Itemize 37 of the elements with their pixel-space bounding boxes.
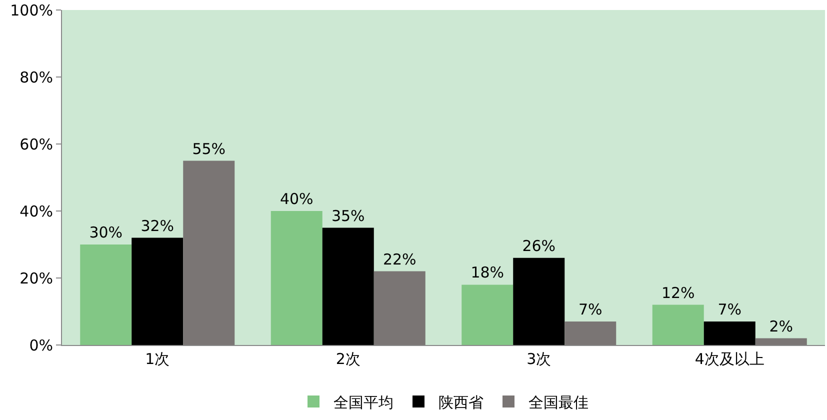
bar: [652, 304, 704, 345]
bar: [80, 244, 132, 345]
data-label: 18%: [470, 264, 504, 282]
bar: [132, 238, 184, 345]
data-label: 30%: [89, 224, 123, 242]
bar: [462, 284, 514, 345]
legend-label: 陕西省: [438, 393, 484, 412]
bar: [374, 271, 426, 345]
bar: [564, 322, 616, 345]
data-label: 2%: [769, 317, 794, 336]
y-tick-label: 100%: [10, 1, 53, 20]
bar: [183, 160, 235, 345]
bar: [755, 338, 807, 345]
y-tick-label: 20%: [20, 269, 53, 288]
bar: [270, 211, 322, 345]
x-tick-label: 1次: [145, 350, 170, 368]
data-label: 55%: [192, 140, 226, 158]
bar: [322, 228, 374, 345]
data-label: 7%: [718, 300, 742, 319]
data-label: 26%: [522, 236, 556, 255]
legend-label: 全国最佳: [528, 393, 588, 412]
bar: [513, 258, 565, 345]
data-label: 7%: [578, 300, 602, 319]
x-tick-label: 3次: [526, 350, 552, 368]
y-tick-label: 80%: [20, 68, 53, 86]
data-label: 40%: [280, 190, 314, 208]
y-tick-label: 0%: [29, 336, 53, 354]
data-label: 35%: [331, 206, 365, 225]
y-tick-label: 40%: [20, 202, 53, 220]
data-label: 22%: [382, 250, 416, 268]
data-label: 12%: [661, 284, 695, 302]
x-tick-label: 2次: [336, 350, 360, 368]
legend-label: 全国平均: [334, 393, 394, 412]
data-label: 32%: [140, 216, 174, 235]
x-tick-label: 4次及以上: [694, 350, 764, 368]
bar: [704, 322, 756, 345]
y-tick-label: 60%: [20, 135, 53, 154]
